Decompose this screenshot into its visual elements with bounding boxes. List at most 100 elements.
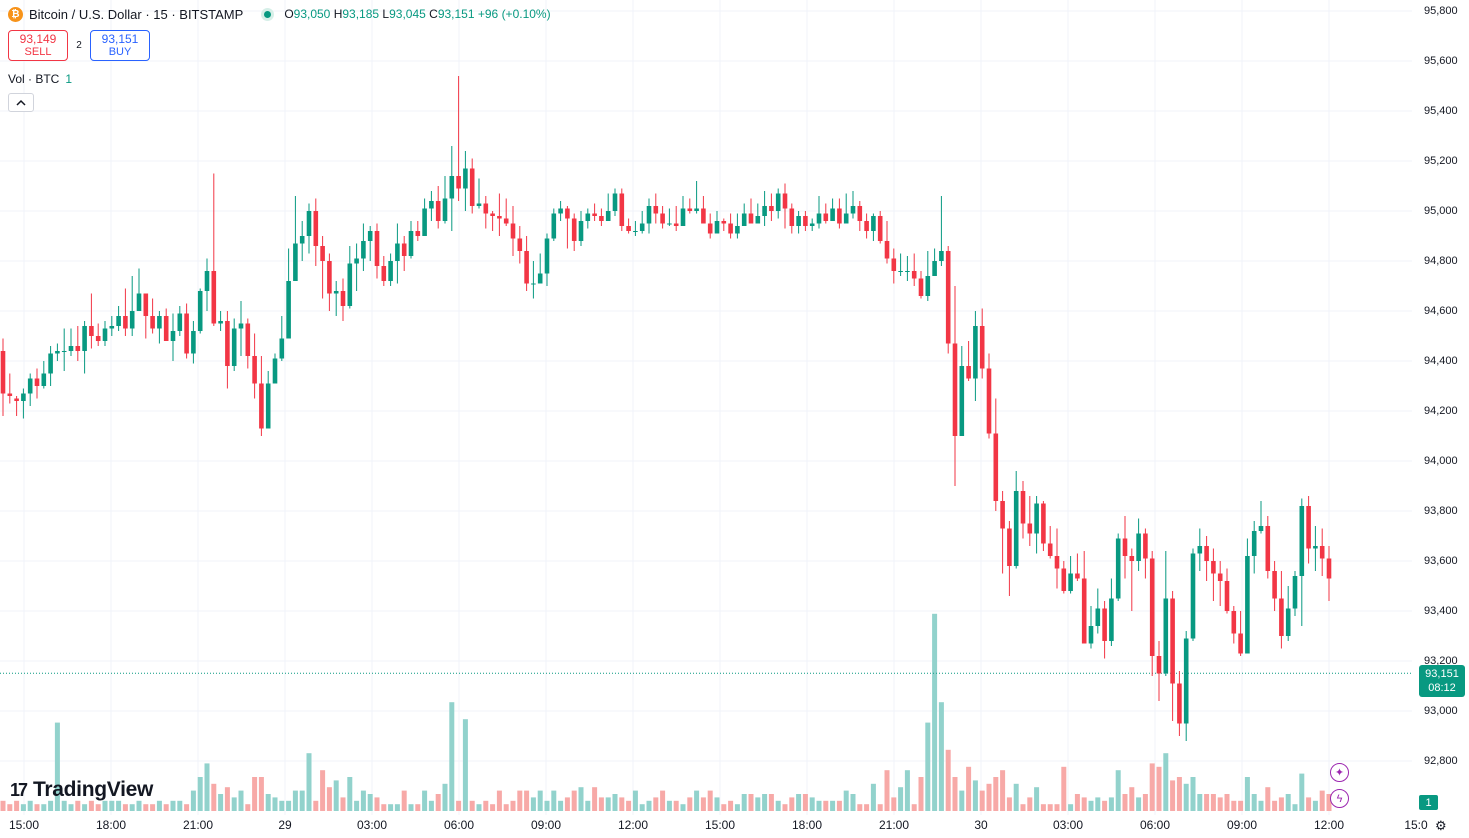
candlestick-chart[interactable]: [0, 0, 1412, 815]
candle-body: [395, 243, 400, 261]
volume-bar: [673, 800, 679, 811]
volume-bar: [238, 790, 244, 811]
candle-body: [966, 366, 971, 379]
time-tick-label: 30: [974, 818, 988, 832]
candle-body: [1177, 683, 1182, 724]
candle-body: [415, 231, 421, 236]
lightning-icon[interactable]: ϟ: [1330, 789, 1349, 808]
price-tick-label: 93,400: [1424, 605, 1458, 617]
candle-body: [388, 261, 393, 281]
candle-body: [775, 193, 781, 211]
time-tick-label: 12:00: [1313, 818, 1345, 832]
volume-bar: [143, 804, 149, 811]
candle-body: [1000, 501, 1005, 529]
candle-body: [979, 326, 985, 369]
gear-icon[interactable]: ⚙: [1435, 818, 1447, 833]
candle-body: [741, 213, 747, 226]
candle-body: [918, 278, 924, 296]
candle-body: [843, 213, 849, 224]
volume-bar: [945, 749, 951, 811]
volume-bar: [571, 790, 577, 811]
candle-body: [1313, 546, 1318, 549]
candle-body: [803, 216, 808, 226]
candle-body: [204, 271, 210, 291]
volume-bar: [129, 804, 135, 811]
volume-bar: [700, 797, 706, 811]
candle-body: [381, 266, 387, 281]
volume-bar: [537, 790, 543, 811]
candle-body: [911, 271, 917, 279]
candle-body: [673, 223, 679, 226]
volume-bar: [1197, 794, 1203, 811]
close-label: C: [429, 7, 438, 21]
volume-bar: [517, 790, 523, 811]
volume-bar: [20, 804, 26, 811]
time-tick-label: 03:00: [1052, 818, 1084, 832]
candle-body: [1013, 491, 1019, 566]
volume-bar: [748, 794, 754, 811]
collapse-legend-button[interactable]: [8, 93, 34, 112]
candle-body: [1095, 608, 1101, 626]
candle-body: [558, 208, 563, 214]
sell-button[interactable]: 93,149 SELL: [8, 30, 68, 61]
sparkle-icon[interactable]: ✦: [1330, 763, 1349, 782]
change-value: +96 (+0.10%): [477, 7, 551, 21]
time-tick-label: 15:00: [704, 818, 736, 832]
volume-bar: [802, 794, 808, 811]
candle-body: [340, 291, 346, 306]
candle-body: [61, 351, 67, 352]
volume-bar: [435, 794, 441, 811]
symbol-title[interactable]: Bitcoin / U.S. Dollar · 15 · BITSTAMP: [29, 6, 244, 22]
candle-body: [1272, 571, 1277, 599]
candle-body: [531, 283, 536, 285]
candle-body: [721, 221, 727, 224]
buy-button[interactable]: 93,151 BUY: [90, 30, 150, 61]
volume-bar: [122, 804, 128, 811]
ohlc-values: O93,050 H93,185 L93,045 C93,151 +96 (+0.…: [284, 7, 550, 21]
candle-body: [871, 216, 876, 231]
volume-bar: [197, 777, 203, 811]
tradingview-logo[interactable]: 17 TradingView: [10, 778, 153, 802]
volume-legend[interactable]: Vol · BTC 1: [8, 72, 72, 86]
candle-body: [633, 231, 638, 232]
volume-bar: [394, 804, 400, 811]
volume-bar: [360, 790, 366, 811]
candle-body: [782, 193, 788, 209]
candle-body: [735, 226, 740, 234]
volume-bar: [116, 800, 122, 811]
candle-body: [510, 223, 516, 239]
candle-body: [1251, 531, 1257, 556]
volume-bar: [503, 804, 509, 811]
candle-body: [361, 241, 366, 259]
candle-body: [286, 281, 291, 339]
volume-bar: [354, 800, 360, 811]
candle-body: [123, 316, 128, 329]
candle-body: [497, 216, 502, 219]
candle-body: [225, 321, 230, 366]
candle-body: [1041, 503, 1046, 544]
volume-bar: [1000, 770, 1006, 811]
volume-bar: [401, 790, 407, 811]
candle-body: [21, 393, 26, 401]
volume-bar: [1190, 777, 1196, 811]
volume-bar: [755, 797, 761, 811]
candle-body: [55, 351, 60, 354]
volume-bar: [836, 800, 842, 811]
volume-bar: [857, 804, 863, 811]
candle-body: [170, 331, 176, 341]
volume-bars: [0, 613, 1332, 811]
candle-body: [238, 323, 244, 329]
volume-bar: [1231, 800, 1237, 811]
market-status-icon[interactable]: [261, 7, 275, 21]
volume-bar: [707, 790, 713, 811]
volume-bar: [1061, 766, 1067, 811]
volume-bar: [490, 804, 496, 811]
candle-body: [211, 271, 217, 324]
volume-bar: [245, 804, 251, 811]
volume-bar: [272, 797, 278, 811]
volume-bar: [1020, 804, 1026, 811]
volume-bar: [313, 800, 319, 811]
candle-body: [626, 226, 631, 231]
candle-body: [503, 218, 509, 224]
candle-body: [565, 208, 570, 219]
